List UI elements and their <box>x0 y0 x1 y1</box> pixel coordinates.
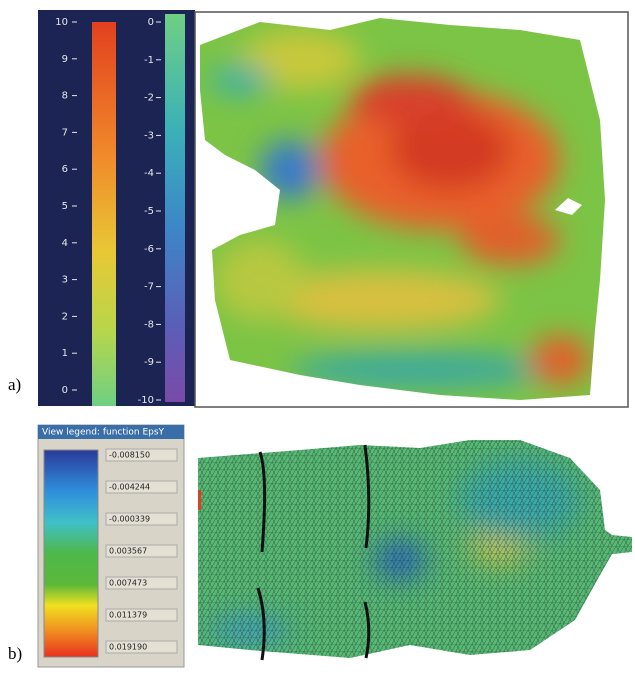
legend-value: 0.007473 <box>109 579 147 588</box>
colorbar-tick-label: 0 <box>62 385 68 396</box>
colorbar-tick-label: 8 <box>62 91 68 102</box>
colorbar-tick-label: -1 <box>144 55 154 66</box>
colorbar-tick-label: 5 <box>62 201 68 212</box>
colorbar-tick-label: -7 <box>144 282 154 293</box>
colorbar-tick-label: -2 <box>144 93 154 104</box>
legend-value: 0.003567 <box>109 547 147 556</box>
colorbar-tick-label: 10 <box>55 17 68 28</box>
colorbar-tick-label: 3 <box>62 275 68 286</box>
colorbar-left <box>92 22 116 406</box>
colorbar-tick-label: -8 <box>144 319 154 330</box>
colorbar-tick-label: -5 <box>144 206 154 217</box>
legend-value: -0.008150 <box>109 451 150 460</box>
colorbar-tick-label: -6 <box>144 244 154 255</box>
legend-gradient <box>44 450 98 657</box>
colorbar-tick-label: 6 <box>62 164 68 175</box>
colorbar-tick-label: 4 <box>62 238 68 249</box>
panel-label: a) <box>8 375 21 394</box>
legend-title: View legend: function EpsY <box>42 428 165 438</box>
legend-value: -0.000339 <box>109 515 150 524</box>
legend-value: -0.004244 <box>109 483 150 492</box>
legend-value: 0.019190 <box>109 643 147 652</box>
figure: a) View legend: function EpsY -0.008150 -… <box>0 0 635 673</box>
panel-label: b) <box>8 644 22 663</box>
colorbar-tick-label: -10 <box>138 395 154 406</box>
colorbar-right <box>165 14 185 402</box>
colorbar-tick-label: 7 <box>62 127 68 138</box>
colorbar-tick-label: 2 <box>62 311 68 322</box>
colorbar-tick-label: -9 <box>144 357 154 368</box>
colorbar-tick-label: 0 <box>148 17 154 28</box>
colorbar-tick-label: -4 <box>144 168 154 179</box>
strain-map <box>190 10 630 410</box>
colorbar-tick-label: -3 <box>144 130 154 141</box>
legend-value: 0.011379 <box>109 611 147 620</box>
colorbar-tick-label: 9 <box>62 54 68 65</box>
colorbar-tick-label: 1 <box>62 348 68 359</box>
